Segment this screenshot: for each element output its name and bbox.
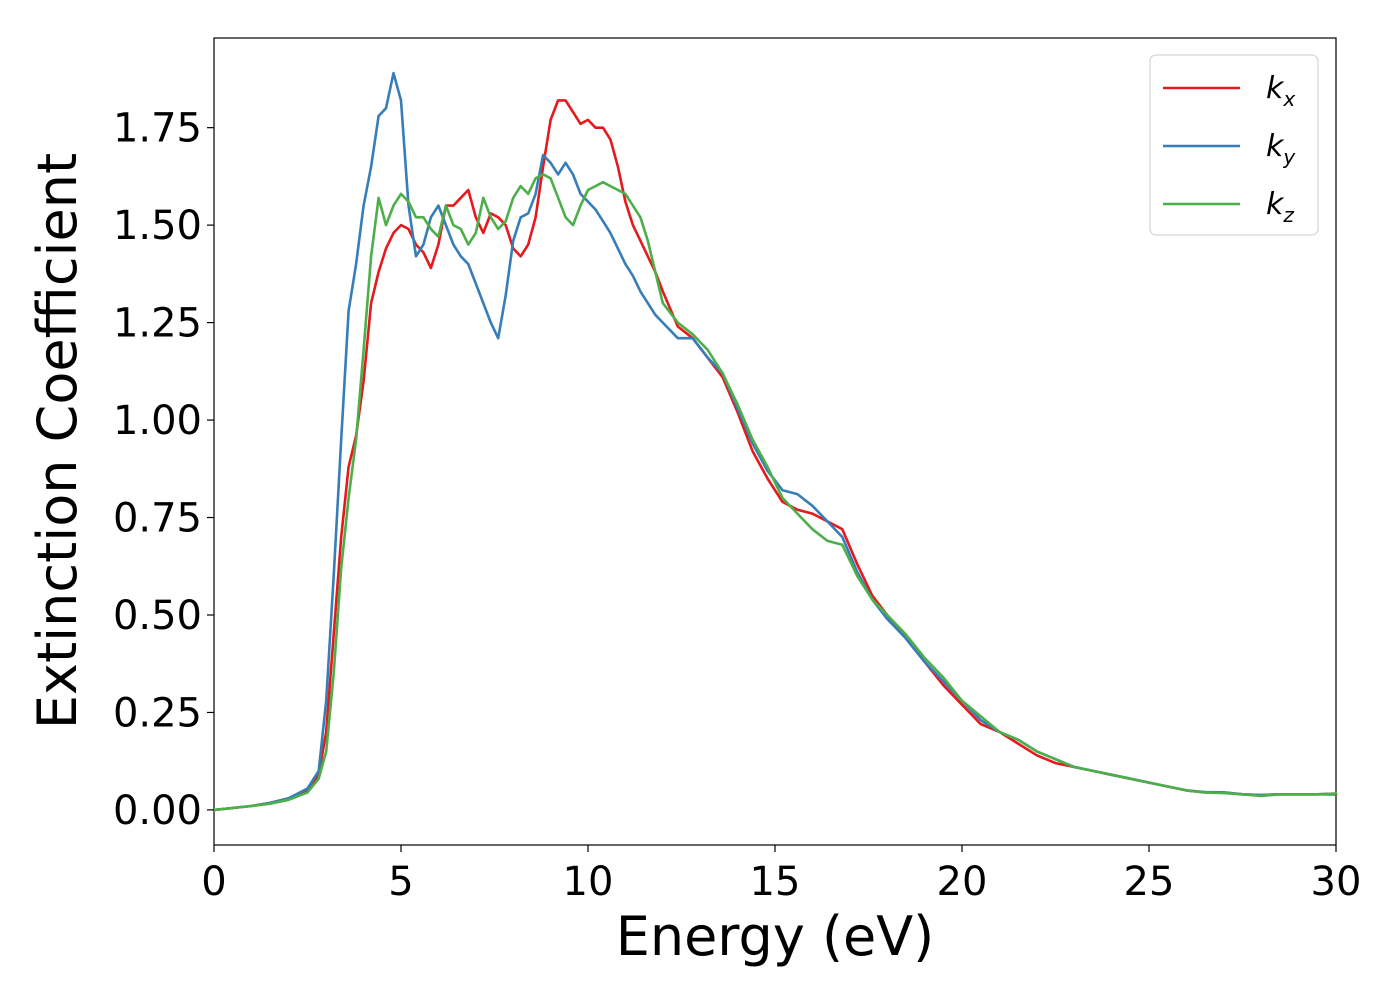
series-line-z [212, 173, 1338, 812]
legend-label-x: kx [1266, 71, 1295, 111]
y-axis-ticks: 0.00 0.25 0.50 0.75 1.00 1.25 1.50 1.75 [113, 106, 214, 834]
y-tick-label: 1.25 [113, 301, 202, 347]
legend-label-subscript: z [1282, 203, 1294, 227]
legend-label-y: ky [1266, 129, 1296, 169]
x-tick-label: 10 [563, 859, 614, 905]
x-axis-label: Energy (eV) [616, 905, 935, 968]
legend-label-base: k [1266, 187, 1285, 222]
y-tick-label: 1.75 [113, 106, 202, 152]
legend-label-z: kz [1266, 187, 1294, 227]
x-tick-label: 15 [750, 859, 801, 905]
y-tick-label: 0.25 [113, 690, 202, 736]
legend-label-subscript: x [1282, 87, 1295, 111]
x-axis-ticks: 0 5 10 15 20 25 30 [201, 845, 1361, 905]
legend-label-base: k [1266, 129, 1285, 164]
y-tick-label: 1.00 [113, 398, 202, 444]
series-line-x [212, 99, 1338, 812]
x-tick-label: 20 [937, 859, 988, 905]
x-tick-label: 0 [201, 859, 226, 905]
x-tick-label: 30 [1311, 859, 1362, 905]
legend-label-subscript: y [1282, 145, 1296, 169]
y-tick-label: 0.50 [113, 593, 202, 639]
y-axis-label: Extinction Coefficient [26, 153, 89, 729]
y-tick-label: 0.75 [113, 496, 202, 542]
legend-label-base: k [1266, 71, 1285, 106]
x-tick-label: 25 [1124, 859, 1175, 905]
y-tick-label: 1.50 [113, 203, 202, 249]
x-tick-label: 5 [388, 859, 413, 905]
series-lines [212, 71, 1338, 812]
y-tick-label: 0.00 [113, 788, 202, 834]
